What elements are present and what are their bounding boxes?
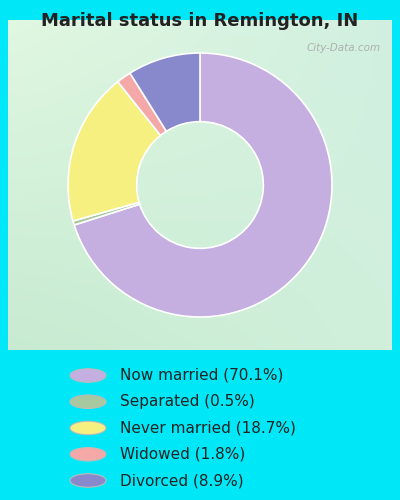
Text: Divorced (8.9%): Divorced (8.9%) — [120, 473, 244, 488]
Text: Widowed (1.8%): Widowed (1.8%) — [120, 447, 245, 462]
Text: Marital status in Remington, IN: Marital status in Remington, IN — [41, 12, 359, 30]
Wedge shape — [73, 202, 140, 225]
Wedge shape — [130, 53, 200, 132]
Wedge shape — [68, 82, 160, 221]
Circle shape — [70, 395, 106, 408]
Text: City-Data.com: City-Data.com — [306, 43, 380, 53]
Circle shape — [70, 448, 106, 461]
Text: Separated (0.5%): Separated (0.5%) — [120, 394, 255, 409]
Wedge shape — [74, 53, 332, 317]
Text: Never married (18.7%): Never married (18.7%) — [120, 420, 296, 436]
Text: Now married (70.1%): Now married (70.1%) — [120, 368, 283, 383]
Wedge shape — [118, 73, 166, 136]
Circle shape — [70, 369, 106, 382]
Circle shape — [70, 421, 106, 434]
Circle shape — [70, 474, 106, 487]
